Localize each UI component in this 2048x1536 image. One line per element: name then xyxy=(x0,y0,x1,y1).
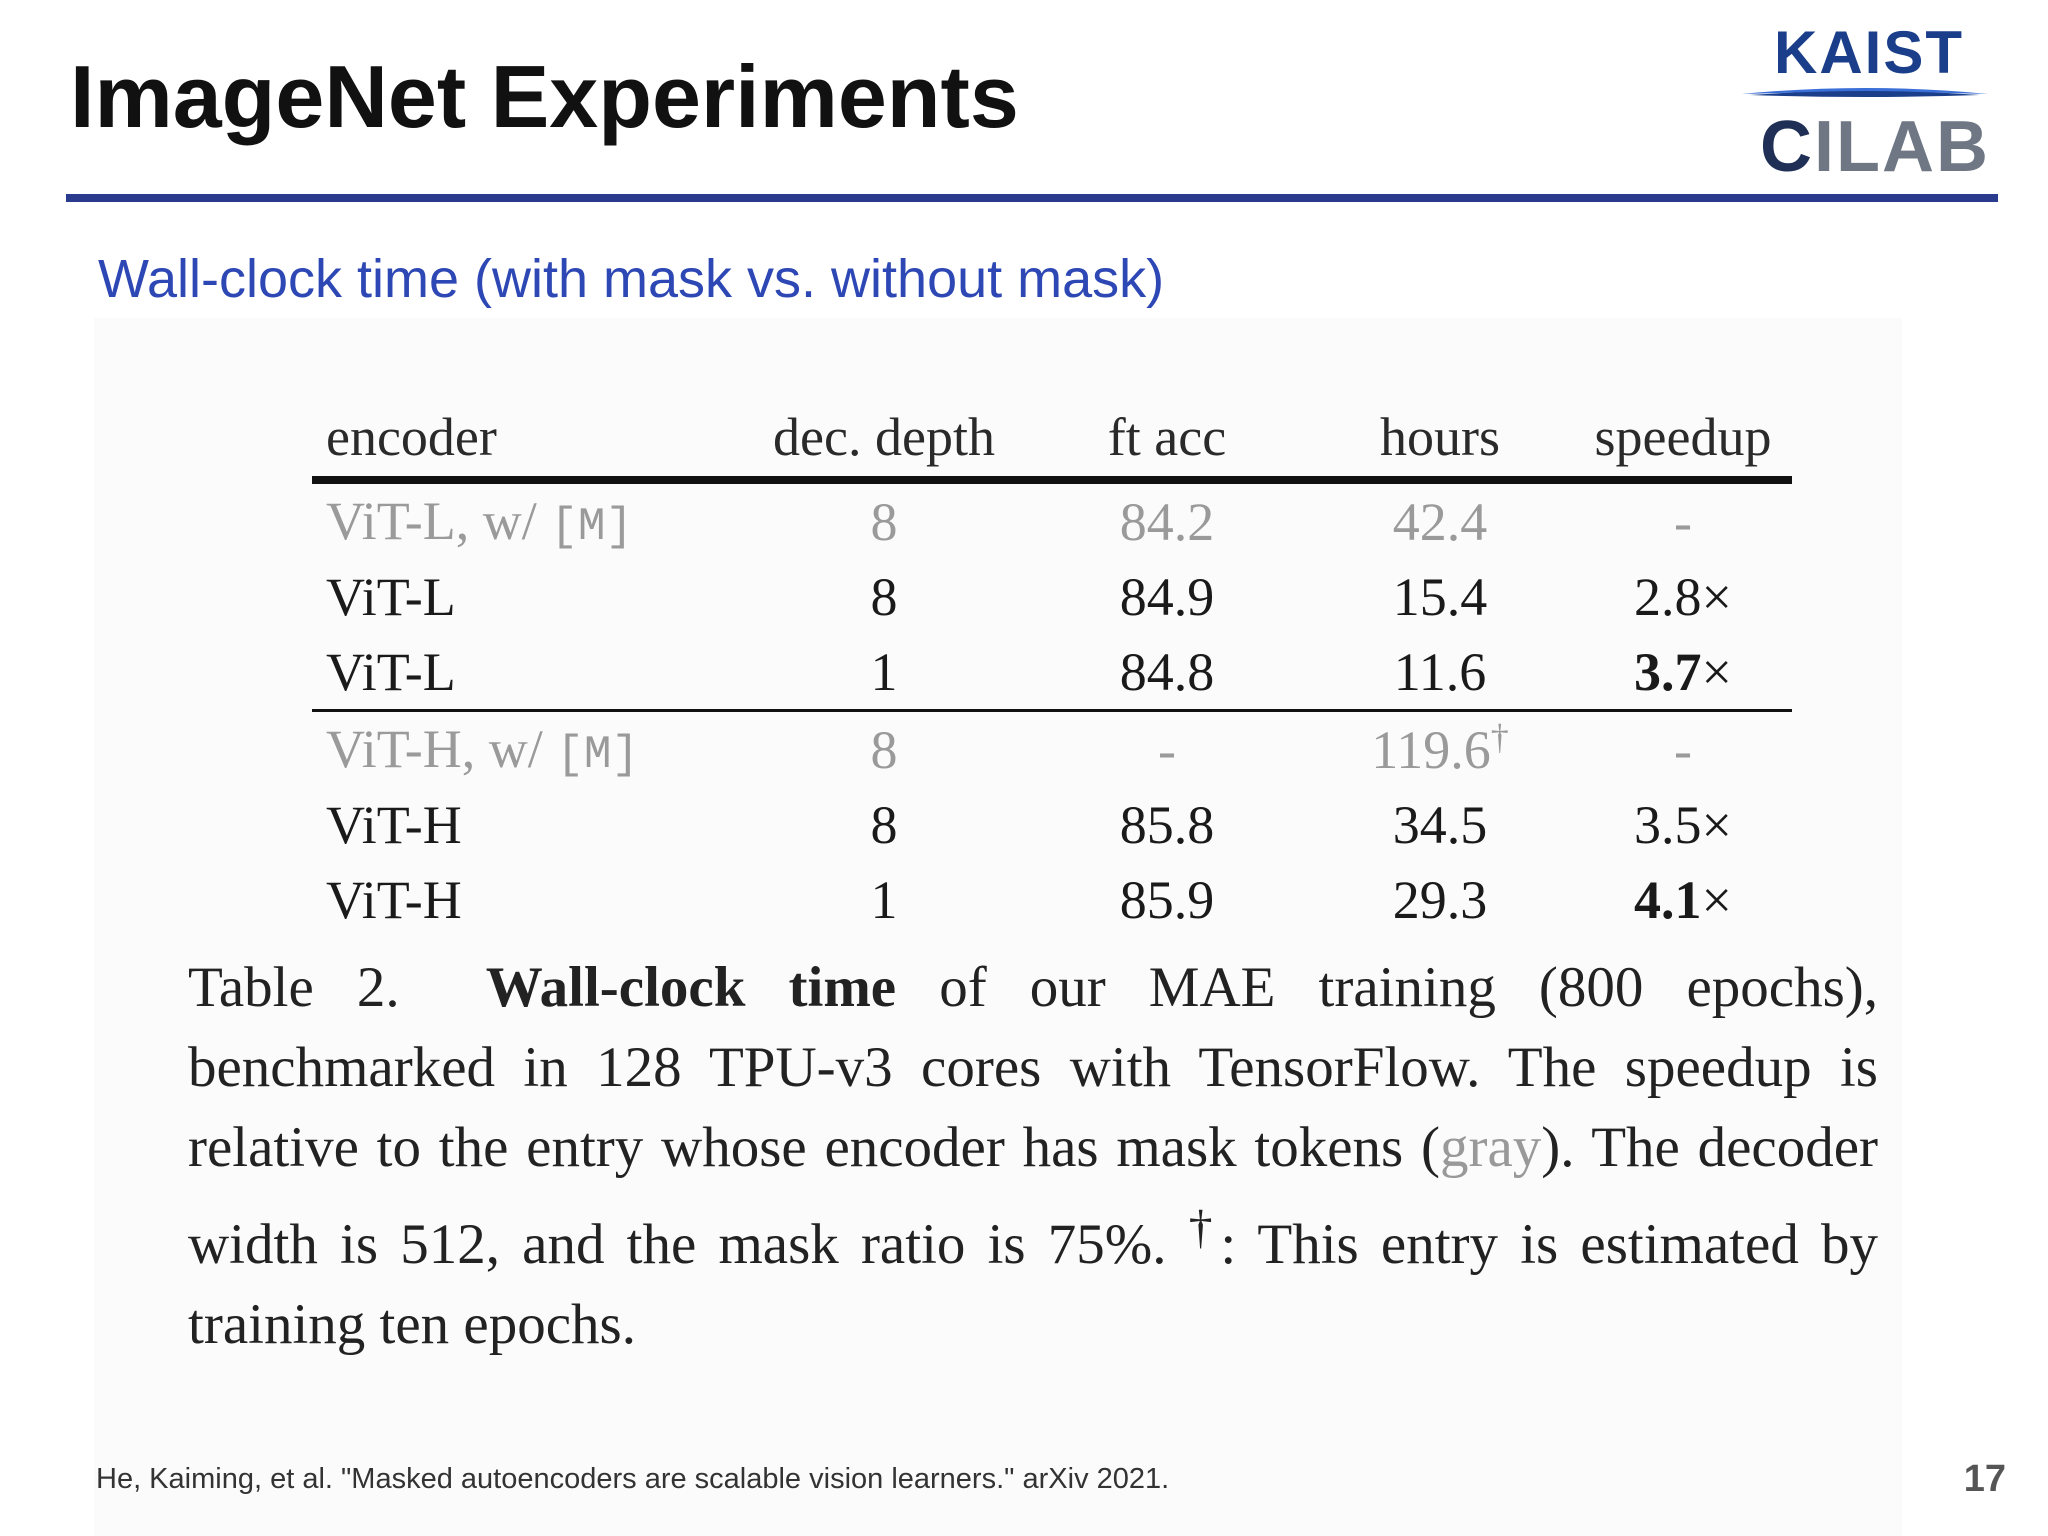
caption-label: Table 2. xyxy=(188,956,400,1019)
cell-hours: 29.3 xyxy=(1392,869,1488,930)
cell-hours: 15.4 xyxy=(1392,566,1488,627)
cell-ft-acc: 85.9 xyxy=(1119,869,1215,930)
table-row: ViT-H 1 85.9 29.3 4.1× xyxy=(312,862,1792,937)
cell-speedup: - xyxy=(1674,719,1692,780)
cell-speedup: 3.5× xyxy=(1634,794,1732,855)
cell-encoder: ViT-H xyxy=(326,869,462,930)
caption-gray-word: gray xyxy=(1439,1116,1542,1179)
cell-dec-depth: 8 xyxy=(870,719,898,780)
caption-bold: Wall-clock time xyxy=(485,956,897,1019)
slide-title: ImageNet Experiments xyxy=(70,47,1019,146)
cell-dec-depth: 1 xyxy=(870,869,898,930)
cell-encoder: ViT-L, w/ [M] xyxy=(326,491,634,553)
paper-excerpt-background xyxy=(94,318,1902,1536)
cell-ft-acc: 84.8 xyxy=(1119,641,1215,702)
table-row: ViT-L 8 84.9 15.4 2.8× xyxy=(312,559,1792,634)
wall-clock-table: encoder dec. depth ft acc hours speedup … xyxy=(312,398,1792,937)
cell-ft-acc: - xyxy=(1158,719,1176,780)
title-divider xyxy=(66,194,1998,202)
table-header-row: encoder dec. depth ft acc hours speedup xyxy=(312,398,1792,480)
mask-token: [M] xyxy=(556,729,640,781)
cell-dec-depth: 1 xyxy=(870,641,898,702)
cell-hours: 11.6 xyxy=(1393,641,1487,702)
header-hours: hours xyxy=(1380,407,1500,467)
header-encoder: encoder xyxy=(326,407,497,467)
cell-hours: 42.4 xyxy=(1392,491,1488,552)
cell-speedup: - xyxy=(1674,491,1692,552)
cell-encoder: ViT-H xyxy=(326,794,462,855)
kaist-cilab-logo: KAIST CILAB xyxy=(1740,14,1990,187)
cell-ft-acc: 84.2 xyxy=(1119,491,1215,552)
cell-encoder: ViT-L xyxy=(326,641,456,702)
cell-speedup: 4.1× xyxy=(1634,869,1732,930)
caption-dagger: † xyxy=(1188,1202,1221,1254)
table-row: ViT-L 1 84.8 11.6 3.7× xyxy=(312,634,1792,711)
cell-dec-depth: 8 xyxy=(870,794,898,855)
header-ft-acc: ft acc xyxy=(1107,407,1227,467)
table-row: ViT-L, w/ [M] 8 84.2 42.4 - xyxy=(312,480,1792,559)
logo-swoosh-icon xyxy=(1742,88,1988,97)
cell-encoder: ViT-L xyxy=(326,566,456,627)
citation: He, Kaiming, et al. "Masked autoencoders… xyxy=(96,1463,1170,1495)
cell-speedup: 2.8× xyxy=(1634,566,1732,627)
slide-subtitle: Wall-clock time (with mask vs. without m… xyxy=(98,249,1165,309)
cell-encoder: ViT-H, w/ [M] xyxy=(326,719,640,781)
cell-dec-depth: 8 xyxy=(870,566,898,627)
table-row: ViT-H 8 85.8 34.5 3.5× xyxy=(312,787,1792,862)
mask-token: [M] xyxy=(550,501,634,553)
cell-hours: 34.5 xyxy=(1392,794,1488,855)
header-dec-depth: dec. depth xyxy=(773,407,995,467)
logo-cilab-text: CILAB xyxy=(1760,107,1990,187)
cell-speedup: 3.7× xyxy=(1634,641,1732,702)
header-speedup: speedup xyxy=(1594,407,1772,467)
cell-ft-acc: 84.9 xyxy=(1119,566,1215,627)
table-row: ViT-H, w/ [M] 8 - 119.6† - xyxy=(312,711,1792,788)
cell-hours: 119.6† xyxy=(1371,716,1509,780)
cell-dec-depth: 8 xyxy=(870,491,898,552)
cell-ft-acc: 85.8 xyxy=(1119,794,1215,855)
logo-kaist-text: KAIST xyxy=(1774,19,1964,86)
dagger-mark: † xyxy=(1490,716,1509,757)
table-caption: Table 2. Wall-clock time of our MAE trai… xyxy=(188,956,1879,1356)
page-number: 17 xyxy=(1963,1458,2006,1500)
